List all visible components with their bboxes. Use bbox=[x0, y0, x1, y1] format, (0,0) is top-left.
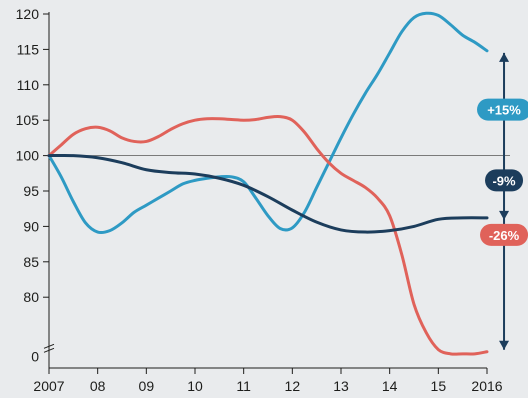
change-badge-label: +15% bbox=[487, 103, 521, 118]
series-lines bbox=[47, 11, 489, 356]
x-tick-label: 2007 bbox=[33, 378, 64, 394]
x-tick-label: 10 bbox=[187, 378, 203, 394]
arrow-head-down bbox=[499, 340, 510, 350]
x-tick-label: 2016 bbox=[471, 378, 502, 394]
arrow-head-middle bbox=[499, 210, 510, 220]
y-tick-label: 110 bbox=[17, 77, 40, 93]
axis-break-mark bbox=[43, 347, 55, 353]
y-tick-label: 95 bbox=[23, 183, 39, 199]
change-badge bbox=[485, 169, 524, 192]
y-tick-label: 120 bbox=[16, 6, 40, 22]
y-tick-label: 80 bbox=[23, 289, 39, 305]
change-badge bbox=[477, 98, 528, 121]
x-tick-label: 13 bbox=[333, 378, 349, 394]
y-tick-label: 115 bbox=[17, 41, 40, 57]
change-badge-label: -9% bbox=[492, 173, 516, 188]
y-tick-label: 0 bbox=[31, 349, 39, 365]
change-badge bbox=[480, 223, 528, 246]
y-tick-label: 105 bbox=[16, 112, 40, 128]
change-badge-label: -26% bbox=[489, 228, 520, 243]
y-tick-label: 85 bbox=[23, 254, 39, 270]
x-tick-label: 09 bbox=[139, 378, 155, 394]
x-tick-label: 15 bbox=[431, 378, 447, 394]
annotations: +15% -9% -26% bbox=[477, 52, 528, 350]
y-tick-label: 90 bbox=[23, 218, 39, 234]
y-tick-label: 100 bbox=[16, 148, 40, 164]
series-line-0 bbox=[47, 11, 489, 235]
x-tick-label: 11 bbox=[236, 378, 251, 394]
axes: 120 115 110 105 100 95 90 85 80 0 2007 08 09 10 11 12 13… bbox=[16, 6, 510, 394]
series-line-2 bbox=[47, 153, 489, 234]
x-tick-label: 12 bbox=[285, 378, 301, 394]
axis-break-mark bbox=[43, 343, 55, 349]
arrow-head-up bbox=[499, 52, 510, 62]
x-tick-label: 08 bbox=[90, 378, 106, 394]
series-line-1 bbox=[47, 115, 489, 356]
x-tick-label: 14 bbox=[382, 378, 398, 394]
